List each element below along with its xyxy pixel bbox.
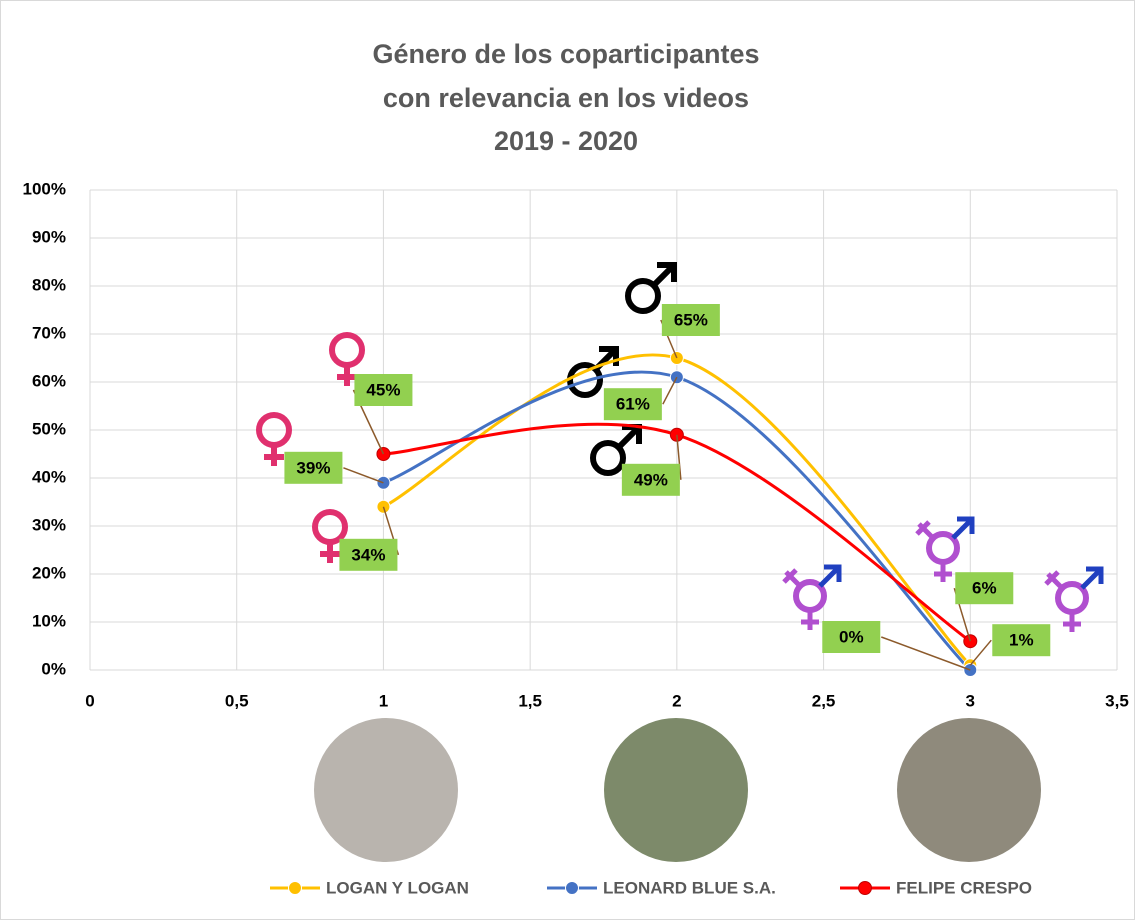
chart-title: con relevancia en los videos xyxy=(383,83,749,113)
y-tick-label: 40% xyxy=(32,467,66,486)
y-tick-label: 80% xyxy=(32,275,66,294)
y-tick-label: 90% xyxy=(32,227,66,246)
x-tick-label: 2,5 xyxy=(812,691,836,710)
legend-label: LEONARD BLUE S.A. xyxy=(603,878,776,897)
data-label: 34% xyxy=(351,545,385,564)
legend-label: FELIPE CRESPO xyxy=(896,878,1032,897)
legend-marker xyxy=(566,882,579,895)
photo xyxy=(314,718,458,862)
data-label: 0% xyxy=(839,627,864,646)
y-tick-label: 50% xyxy=(32,419,66,438)
data-label: 6% xyxy=(972,579,997,598)
y-tick-label: 10% xyxy=(32,611,66,630)
data-label: 1% xyxy=(1009,631,1034,650)
data-label: 61% xyxy=(616,395,650,414)
legend-marker xyxy=(859,882,872,895)
y-tick-label: 0% xyxy=(41,659,66,678)
y-tick-label: 20% xyxy=(32,563,66,582)
legend-marker xyxy=(289,882,302,895)
x-tick-label: 0 xyxy=(85,691,94,710)
photo xyxy=(604,718,748,862)
y-tick-label: 60% xyxy=(32,371,66,390)
chart-title: 2019 - 2020 xyxy=(494,126,638,156)
y-tick-label: 30% xyxy=(32,515,66,534)
x-tick-label: 2 xyxy=(672,691,681,710)
x-tick-label: 1 xyxy=(379,691,388,710)
x-tick-label: 1,5 xyxy=(518,691,542,710)
x-tick-label: 0,5 xyxy=(225,691,249,710)
data-label: 45% xyxy=(366,380,400,399)
data-label: 39% xyxy=(296,458,330,477)
photo xyxy=(897,718,1041,862)
photos xyxy=(314,718,1041,862)
data-label: 65% xyxy=(674,310,708,329)
x-tick-label: 3,5 xyxy=(1105,691,1129,710)
legend-label: LOGAN Y LOGAN xyxy=(326,878,469,897)
chart-title: Género de los coparticipantes xyxy=(372,39,759,69)
y-tick-label: 70% xyxy=(32,323,66,342)
x-tick-label: 3 xyxy=(966,691,975,710)
chart: Género de los coparticipantes con releva… xyxy=(0,0,1135,920)
y-tick-label: 100% xyxy=(23,179,66,198)
data-label: 49% xyxy=(634,470,668,489)
